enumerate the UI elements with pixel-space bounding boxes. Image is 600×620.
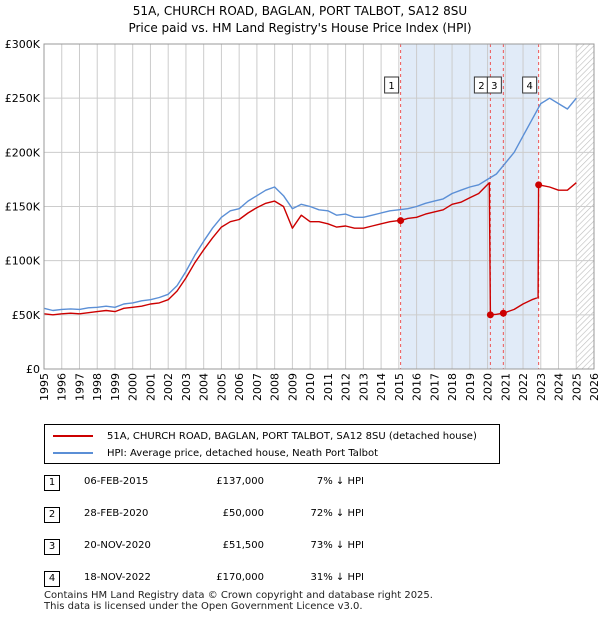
hpi-line: [43, 97, 577, 312]
sale-point: [486, 311, 494, 319]
x-tick-label: 2008: [269, 373, 282, 401]
x-tick-label: 2004: [198, 373, 211, 401]
table-row: 1 06-FEB-2015 £137,000 7% ↓ HPI: [44, 472, 464, 504]
legend-label-hpi: HPI: Average price, detached house, Neat…: [107, 447, 379, 459]
transaction-number: 2: [44, 507, 60, 523]
x-tick-label: 2020: [482, 373, 495, 401]
x-tick-label: 2006: [233, 373, 246, 401]
x-tick-label: 2003: [180, 373, 193, 401]
transactions-table: 1 06-FEB-2015 £137,000 7% ↓ HPI 2 28-FEB…: [44, 472, 464, 600]
y-tick-label: £250K: [5, 92, 41, 105]
transaction-price: £137,000: [216, 476, 264, 487]
x-tick-label: 2016: [411, 373, 424, 401]
y-tick-label: £50K: [12, 309, 41, 322]
legend-item-property: 51A, CHURCH ROAD, BAGLAN, PORT TALBOT, S…: [53, 428, 477, 444]
transaction-date: 18-NOV-2022: [84, 572, 151, 583]
x-tick-label: 2019: [464, 373, 477, 401]
x-tick-label: 2013: [357, 373, 370, 401]
x-tick-label: 2015: [393, 373, 406, 401]
sale-label: 2: [478, 81, 484, 92]
chart-subtitle: Price paid vs. HM Land Registry's House …: [128, 21, 472, 35]
x-tick-label: 2017: [428, 373, 441, 401]
transaction-number: 4: [44, 571, 60, 587]
x-tick-label: 2011: [322, 373, 335, 401]
x-tick-label: 1996: [56, 373, 69, 401]
sale-label-box: [522, 76, 538, 94]
sale-label: 1: [388, 81, 394, 92]
table-row: 3 20-NOV-2020 £51,500 73% ↓ HPI: [44, 536, 464, 568]
x-tick-label: 2024: [553, 373, 566, 401]
transaction-date: 06-FEB-2015: [84, 476, 149, 487]
legend-swatch-hpi: [53, 452, 93, 454]
x-tick-label: 2007: [251, 373, 264, 401]
x-tick-label: 2009: [286, 373, 299, 401]
table-row: 4 18-NOV-2022 £170,000 31% ↓ HPI: [44, 568, 464, 600]
x-tick-label: 2010: [304, 373, 317, 401]
table-row: 2 28-FEB-2020 £50,000 72% ↓ HPI: [44, 504, 464, 536]
x-tick-label: 2012: [340, 373, 353, 401]
transaction-number: 3: [44, 539, 60, 555]
x-tick-label: 1998: [91, 373, 104, 401]
transaction-hpi-diff: 31% ↓ HPI: [310, 572, 364, 583]
footer-copyright: Contains HM Land Registry data © Crown c…: [44, 590, 433, 601]
y-tick-label: £150K: [5, 201, 41, 214]
transaction-hpi-diff: 73% ↓ HPI: [310, 540, 364, 551]
x-tick-label: 2022: [517, 373, 530, 401]
x-tick-label: 2023: [535, 373, 548, 401]
x-tick-label: 1997: [73, 373, 86, 401]
y-tick-label: £0: [26, 363, 40, 376]
transaction-price: £170,000: [216, 572, 264, 583]
chart-title: 51A, CHURCH ROAD, BAGLAN, PORT TALBOT, S…: [132, 4, 468, 18]
x-tick-label: 1995: [38, 373, 51, 401]
sale-label-box: [384, 76, 400, 94]
transaction-hpi-diff: 72% ↓ HPI: [310, 508, 364, 519]
x-tick-label: 1999: [109, 373, 122, 401]
legend-label-property: 51A, CHURCH ROAD, BAGLAN, PORT TALBOT, S…: [107, 430, 477, 442]
footer: Contains HM Land Registry data © Crown c…: [44, 590, 433, 612]
x-tick-label: 2026: [588, 373, 600, 401]
x-tick-label: 2005: [215, 373, 228, 401]
transaction-date: 20-NOV-2020: [84, 540, 151, 551]
x-tick-label: 2018: [446, 373, 459, 401]
x-tick-label: 2021: [499, 373, 512, 401]
sale-label: 4: [526, 81, 532, 92]
sale-point: [397, 217, 405, 225]
chart-legend: 51A, CHURCH ROAD, BAGLAN, PORT TALBOT, S…: [44, 424, 500, 464]
plot-frame: [43, 43, 595, 370]
transaction-price: £51,500: [222, 540, 264, 551]
sale-label-box: [486, 76, 502, 94]
footer-licence: This data is licensed under the Open Gov…: [44, 601, 363, 612]
legend-item-hpi: HPI: Average price, detached house, Neat…: [53, 445, 378, 461]
legend-swatch-property: [53, 435, 93, 437]
x-tick-label: 2014: [375, 373, 388, 401]
x-tick-label: 2000: [127, 373, 140, 401]
y-tick-label: £100K: [5, 255, 41, 268]
price-chart: 1 2 3 4 £0 £50K £100K £150K £200K £250K £300K 1995 1…: [5, 38, 600, 401]
y-tick-label: £300K: [5, 38, 41, 51]
x-tick-label: 2025: [570, 373, 583, 401]
sale-label: 3: [491, 81, 497, 92]
x-tick-label: 2002: [162, 373, 175, 401]
x-tick-label: 2001: [144, 373, 157, 401]
transaction-date: 28-FEB-2020: [84, 508, 149, 519]
transaction-number: 1: [44, 475, 60, 491]
sale-point: [499, 309, 507, 317]
y-tick-label: £200K: [5, 146, 41, 159]
transaction-price: £50,000: [222, 508, 264, 519]
transaction-hpi-diff: 7% ↓ HPI: [316, 476, 364, 487]
sale-point: [535, 181, 543, 189]
